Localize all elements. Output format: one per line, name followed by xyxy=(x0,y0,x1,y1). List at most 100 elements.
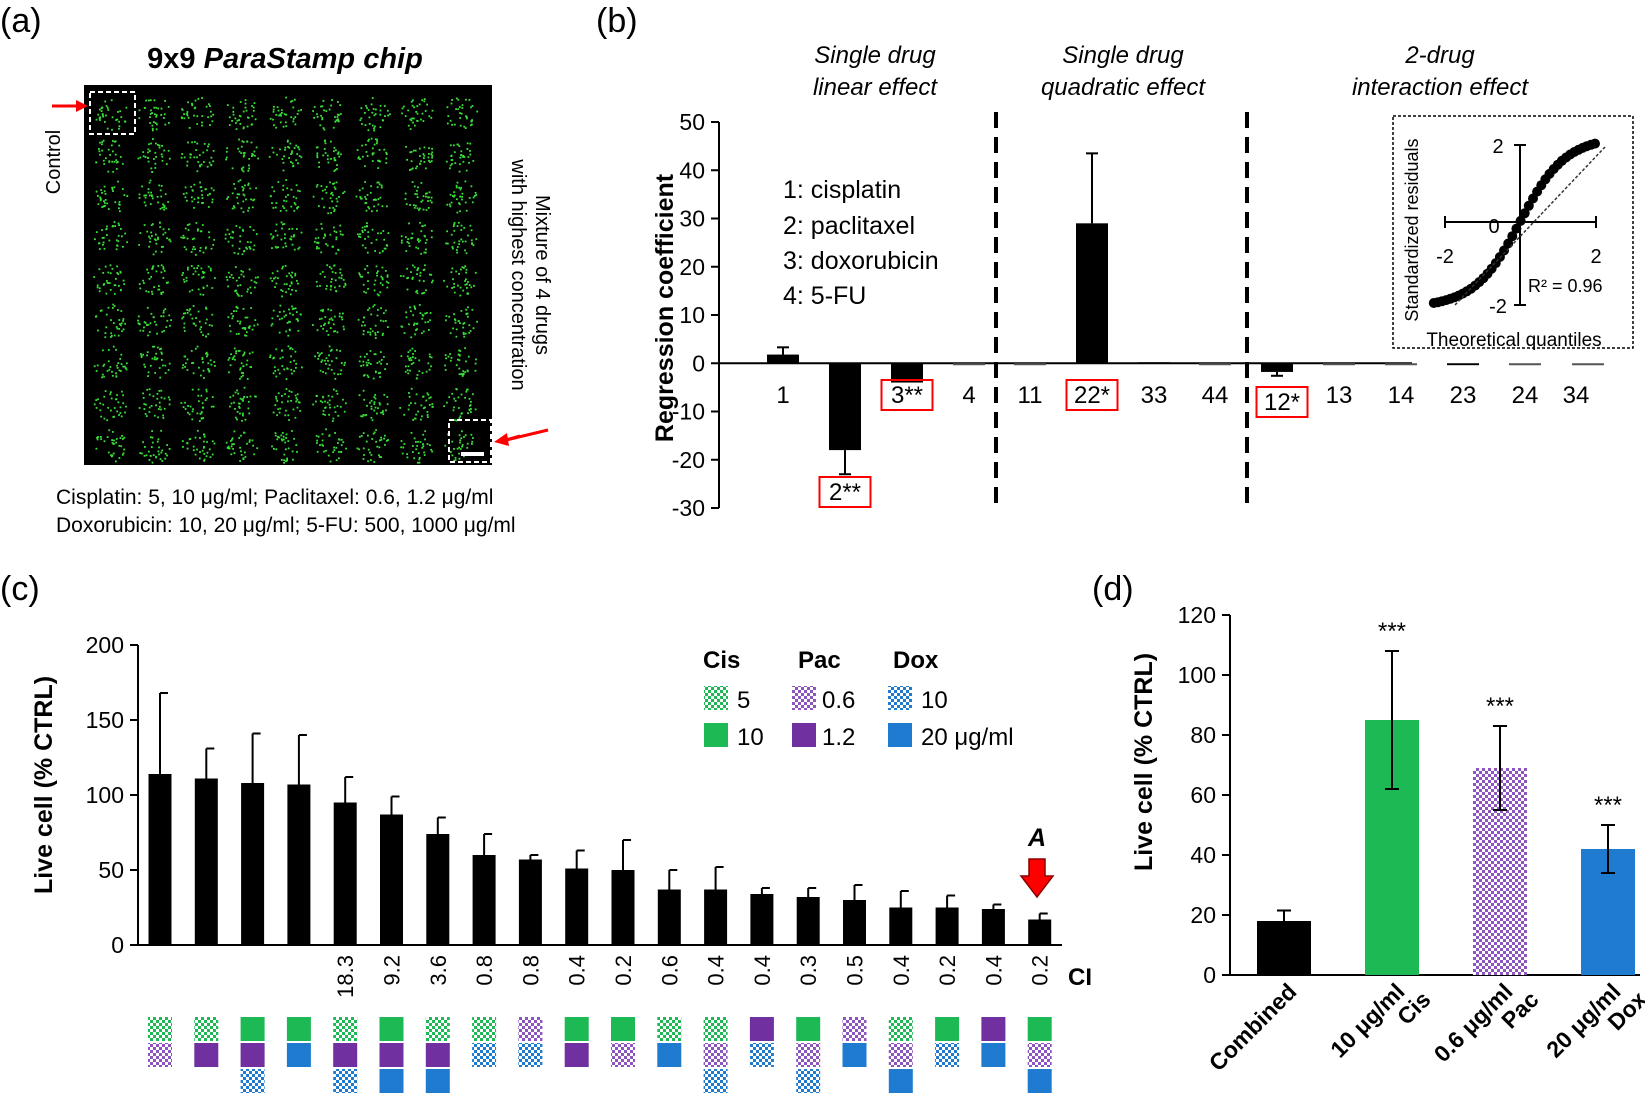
cell-dot xyxy=(408,323,410,326)
cell-dot xyxy=(153,106,156,109)
cell-dot xyxy=(98,268,101,271)
cell-dot xyxy=(333,315,336,318)
cell-dot xyxy=(275,375,278,378)
cell-dot xyxy=(138,244,140,246)
ci-value: 0.8 xyxy=(518,955,543,986)
cell-dot xyxy=(332,451,335,453)
cell-dot xyxy=(246,396,249,398)
cell-dot xyxy=(189,405,192,408)
cell-dot xyxy=(157,416,159,419)
cell-dot xyxy=(104,193,107,195)
cell-dot xyxy=(276,270,279,273)
ci-value: 0.2 xyxy=(1028,955,1053,986)
cell-dot xyxy=(454,456,457,459)
cell-dot xyxy=(271,317,274,320)
cell-dot xyxy=(186,111,189,113)
cell-dot xyxy=(201,276,203,279)
cell-dot xyxy=(279,407,282,410)
category-label: 22* xyxy=(1074,382,1110,409)
cell-dot xyxy=(245,334,248,337)
cell-dot xyxy=(242,397,245,400)
cell-dot xyxy=(241,186,244,188)
y-tick-label: 40 xyxy=(1190,842,1216,868)
cell-dot xyxy=(416,461,419,464)
cell-dot xyxy=(226,446,229,449)
cell-dot xyxy=(197,201,200,204)
cell-dot xyxy=(322,237,325,239)
cell-dot xyxy=(371,419,374,422)
cell-dot xyxy=(98,148,100,150)
cell-dot xyxy=(101,191,103,194)
cell-dot xyxy=(420,252,423,255)
cell-dot xyxy=(163,208,165,211)
cell-dot xyxy=(372,432,375,435)
cell-dot xyxy=(195,253,197,256)
cell-dot xyxy=(245,198,247,201)
cell-dot xyxy=(294,307,297,310)
cell-dot xyxy=(150,446,153,448)
cell-dot xyxy=(210,164,213,167)
ci-value: 3.6 xyxy=(426,955,451,986)
cell-dot xyxy=(424,167,427,170)
cell-dot xyxy=(168,157,171,160)
cell-dot xyxy=(467,306,469,309)
cell-dot xyxy=(164,372,167,374)
significance-marker: *** xyxy=(1378,618,1406,645)
cell-dot xyxy=(446,106,449,109)
cell-dot xyxy=(167,201,169,203)
cell-dot xyxy=(334,432,336,434)
cell-dot xyxy=(382,119,384,122)
cell-dot xyxy=(323,109,325,112)
cell-dot xyxy=(359,233,361,236)
cell-dot xyxy=(459,286,462,289)
cell-dot xyxy=(364,414,367,417)
panel-d: (d) Live cell (% CTRL) 120100806040200Co… xyxy=(1092,570,1645,1076)
cell-dot xyxy=(316,246,318,248)
cell-dot xyxy=(203,440,205,443)
legend-value: 10 xyxy=(737,724,764,751)
cell-dot xyxy=(431,154,434,157)
cell-dot xyxy=(158,144,161,147)
cell-dot xyxy=(320,317,323,320)
cell-dot xyxy=(363,355,366,358)
cell-dot xyxy=(153,320,156,323)
cell-dot xyxy=(453,291,456,294)
cell-dot xyxy=(370,313,373,316)
cell-dot xyxy=(191,410,194,413)
cell-dot xyxy=(112,307,114,309)
cell-dot xyxy=(316,116,319,118)
cell-dot xyxy=(466,148,469,150)
cell-dot xyxy=(191,141,193,144)
cell-dot xyxy=(277,181,280,183)
cell-dot xyxy=(118,224,120,227)
cell-dot xyxy=(201,124,203,127)
cell-dot xyxy=(103,202,106,204)
cell-dot xyxy=(373,143,376,146)
cell-dot xyxy=(417,440,419,443)
cell-dot xyxy=(283,310,285,313)
cell-dot xyxy=(252,444,254,447)
cell-dot xyxy=(193,156,196,159)
cell-dot xyxy=(152,316,155,319)
cell-dot xyxy=(278,411,281,414)
cell-dot xyxy=(161,145,163,147)
cell-dot xyxy=(226,228,229,231)
cell-spot xyxy=(444,430,476,462)
cell-dot xyxy=(423,157,425,159)
legend-value: 0.6 xyxy=(822,687,855,714)
cell-dot xyxy=(109,154,111,156)
cell-dot xyxy=(421,332,423,335)
cell-dot xyxy=(102,349,104,352)
cell-dot xyxy=(121,390,123,393)
cell-dot xyxy=(116,364,118,367)
cell-dot xyxy=(284,233,286,236)
category-label: 12* xyxy=(1264,389,1300,416)
qq-point xyxy=(1511,223,1522,234)
cell-dot xyxy=(410,359,413,362)
cell-dot xyxy=(99,409,102,412)
qq-point xyxy=(1523,200,1534,211)
significance-marker: *** xyxy=(1486,693,1514,720)
cell-dot xyxy=(367,362,370,364)
cell-dot xyxy=(340,369,343,372)
cell-dot xyxy=(210,405,213,408)
